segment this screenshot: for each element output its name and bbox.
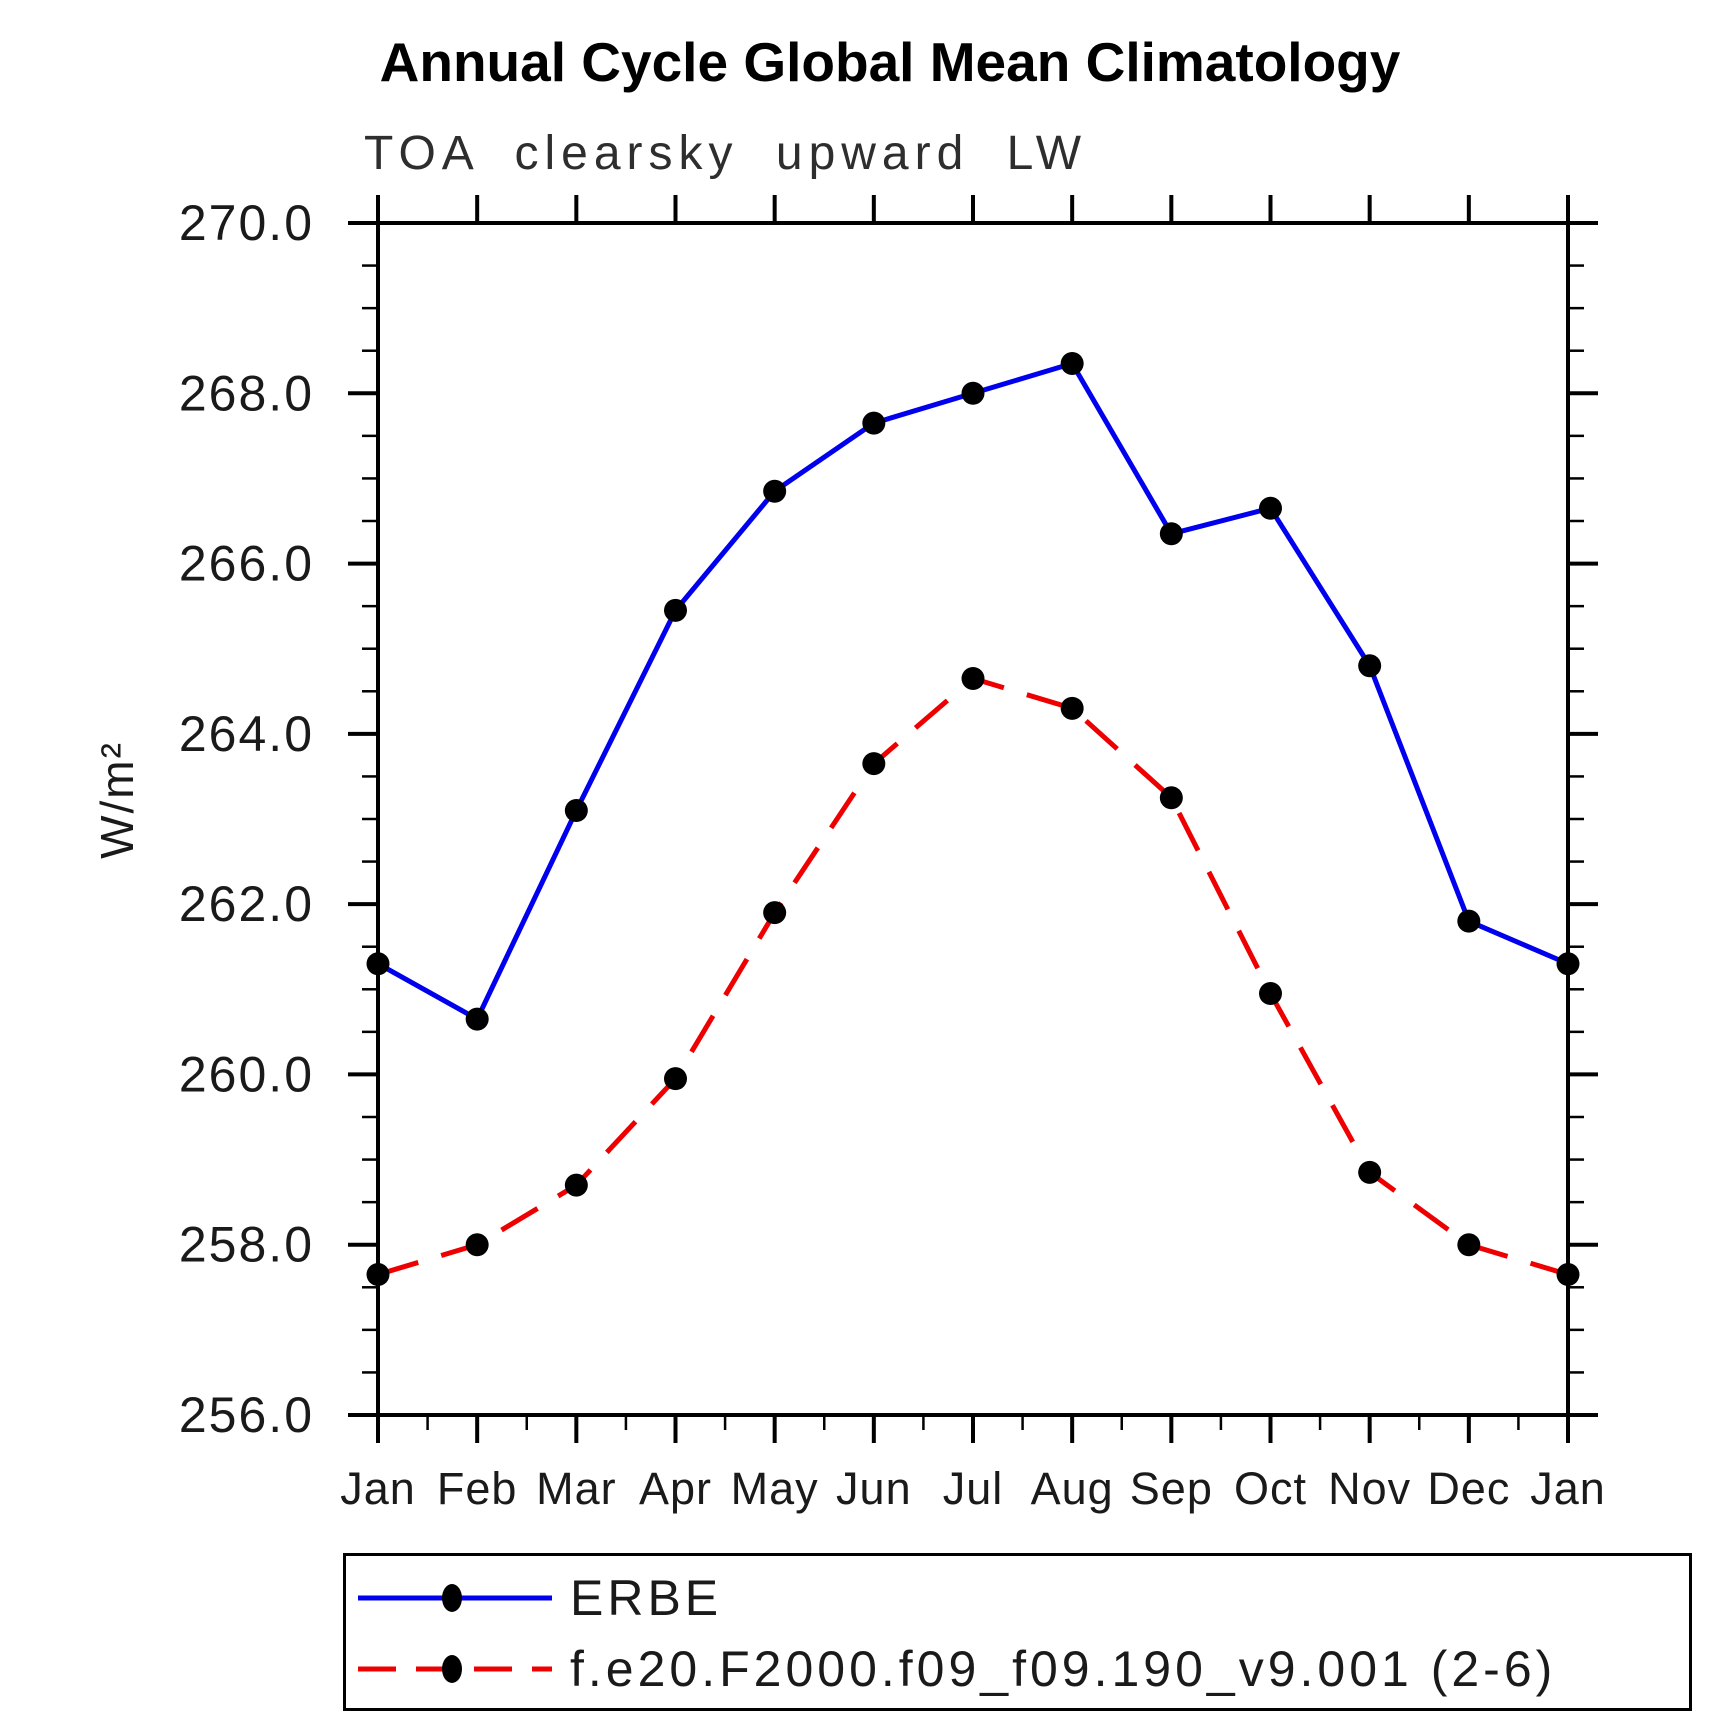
y-tick-label: 256.0	[179, 1387, 314, 1443]
y-axis-title: W/m²	[91, 741, 143, 859]
legend-sample-erbe	[358, 1584, 552, 1612]
x-tick-label: Sep	[1130, 1463, 1213, 1514]
data-point-0-Mar	[564, 798, 588, 822]
data-point-1-Feb	[465, 1233, 489, 1257]
data-point-1-Oct	[1259, 982, 1282, 1006]
data-point-0-Sep	[1159, 522, 1183, 546]
data-point-0-Jul	[961, 381, 985, 405]
legend-marker	[442, 1584, 462, 1612]
x-tick-label: Mar	[536, 1463, 617, 1514]
data-point-0-Feb	[465, 1007, 489, 1031]
data-point-0-Aug	[1060, 351, 1084, 375]
x-tick-label: Apr	[639, 1463, 712, 1514]
legend-label-erbe: ERBE	[570, 1570, 723, 1626]
legend-item-erbe: ERBE	[356, 1570, 722, 1626]
legend-label-model: f.e20.F2000.f09_f09.190_v9.001 (2-6)	[570, 1641, 1557, 1697]
data-point-1-May	[763, 901, 787, 925]
legend-item-model: f.e20.F2000.f09_f09.190_v9.001 (2-6)	[356, 1641, 1556, 1697]
legend-sample-model	[358, 1655, 552, 1683]
data-point-1-Jul	[961, 667, 985, 691]
chart-title: Annual Cycle Global Mean Climatology	[379, 31, 1401, 93]
data-point-1-Sep	[1159, 786, 1183, 810]
x-tick-label: Jan	[1530, 1463, 1606, 1514]
series-line-0	[376, 360, 1569, 1022]
data-point-1-Dec	[1457, 1233, 1481, 1257]
x-tick-label: Feb	[437, 1463, 518, 1514]
x-tick-label: Nov	[1328, 1463, 1411, 1514]
data-point-1-Jan	[366, 1263, 390, 1287]
chart-subtitle: TOA clearsky upward LW	[364, 127, 1088, 180]
y-tick-label: 264.0	[179, 706, 314, 762]
x-tick-label: May	[731, 1463, 819, 1514]
data-point-0-Jun	[862, 411, 886, 435]
x-tick-label: Jul	[943, 1463, 1004, 1514]
data-point-0-Nov	[1358, 654, 1382, 678]
data-point-1-Nov	[1358, 1160, 1382, 1184]
x-tick-label: Oct	[1234, 1463, 1307, 1514]
y-tick-label: 266.0	[179, 536, 314, 592]
data-point-1-Aug	[1060, 696, 1084, 720]
data-point-0-Oct	[1259, 496, 1282, 520]
x-tick-label: Jun	[836, 1463, 912, 1514]
chart-canvas: 256.0 258.0 260.0 262.0 264.0 266.0 268.0 270.0…	[91, 195, 1606, 1514]
y-tick-label: 262.0	[179, 876, 314, 932]
y-tick-label: 268.0	[179, 365, 314, 421]
series-line-1	[377, 676, 1569, 1277]
data-point-0-Dec	[1457, 909, 1481, 933]
x-tick-label: Dec	[1427, 1463, 1510, 1514]
data-point-1-Jun	[862, 752, 886, 776]
legend-marker	[442, 1655, 462, 1683]
y-tick-label: 270.0	[179, 195, 314, 251]
y-tick-label: 260.0	[179, 1046, 314, 1102]
data-point-1-Apr	[664, 1067, 687, 1091]
y-tick-label: 258.0	[179, 1217, 314, 1273]
data-point-1-Mar	[564, 1173, 588, 1197]
data-point-0-Jan	[1556, 952, 1580, 976]
data-point-0-May	[763, 479, 787, 503]
data-point-0-Apr	[664, 598, 687, 622]
x-tick-label: Aug	[1031, 1463, 1114, 1514]
data-point-1-Jan	[1556, 1263, 1580, 1287]
legend: ERBE f.e20.F2000.f09_f09.190_v9.001 (2-6…	[343, 1553, 1692, 1711]
data-point-0-Jan	[366, 952, 390, 976]
x-tick-label: Jan	[340, 1463, 416, 1514]
